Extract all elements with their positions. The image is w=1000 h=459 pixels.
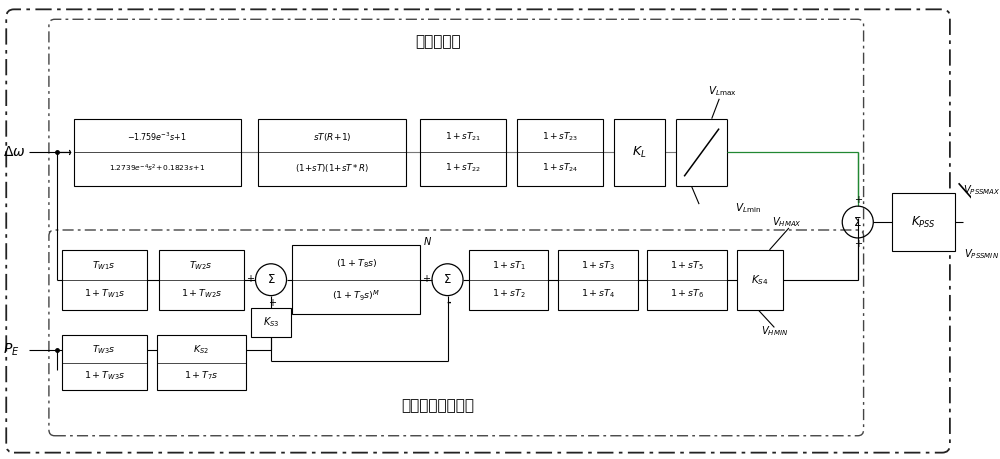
Text: $1+sT_{22}$: $1+sT_{22}$ [445, 162, 481, 174]
Text: +: + [854, 195, 862, 205]
FancyBboxPatch shape [62, 336, 147, 390]
Text: +: + [422, 274, 430, 284]
Text: $(1\!+\!sT)(1\!+\!sT*R)$: $(1\!+\!sT)(1\!+\!sT*R)$ [295, 162, 369, 174]
Text: $1+sT_{21}$: $1+sT_{21}$ [445, 131, 481, 143]
FancyBboxPatch shape [647, 250, 727, 309]
FancyBboxPatch shape [74, 119, 241, 186]
Text: $-1.759e^{-3}s\!+\!1$: $-1.759e^{-3}s\!+\!1$ [127, 131, 188, 143]
Text: $1+T_7 s$: $1+T_7 s$ [184, 369, 219, 381]
Text: $1+sT_3$: $1+sT_3$ [581, 260, 615, 272]
FancyBboxPatch shape [157, 336, 246, 390]
FancyBboxPatch shape [251, 308, 291, 337]
FancyBboxPatch shape [420, 119, 506, 186]
FancyBboxPatch shape [558, 250, 638, 309]
Text: $1+T_{W2}s$: $1+T_{W2}s$ [181, 287, 222, 300]
Text: $K_{PSS}$: $K_{PSS}$ [911, 214, 936, 230]
Text: $T_{W3}s$: $T_{W3}s$ [92, 344, 116, 356]
Text: $V_{HMAX}$: $V_{HMAX}$ [772, 215, 802, 229]
Text: $1+sT_5$: $1+sT_5$ [670, 260, 704, 272]
Text: $1+sT_6$: $1+sT_6$ [670, 287, 704, 300]
Text: +: + [268, 297, 276, 308]
Text: $(1+T_8 s)$: $(1+T_8 s)$ [336, 257, 377, 270]
Text: $1+T_{W3}s$: $1+T_{W3}s$ [84, 369, 125, 381]
Text: $K_{S2}$: $K_{S2}$ [193, 344, 209, 356]
Text: $1+sT_4$: $1+sT_4$ [581, 287, 615, 300]
Text: 加速功率积分分支: 加速功率积分分支 [401, 398, 474, 414]
Text: $K_{S4}$: $K_{S4}$ [751, 273, 769, 286]
Text: $N$: $N$ [423, 235, 432, 247]
Text: $V_{L\mathrm{max}}$: $V_{L\mathrm{max}}$ [708, 84, 736, 98]
Text: $K_{S3}$: $K_{S3}$ [263, 315, 279, 330]
Text: $\Sigma$: $\Sigma$ [267, 273, 275, 286]
Text: $\Delta\omega$: $\Delta\omega$ [3, 146, 26, 159]
Text: +: + [854, 239, 862, 249]
Text: $V_{PSSMAX}$: $V_{PSSMAX}$ [963, 183, 1000, 197]
FancyBboxPatch shape [49, 230, 864, 436]
Text: +: + [246, 274, 254, 284]
Text: $K_L$: $K_L$ [632, 145, 647, 160]
Text: $1+sT_{23}$: $1+sT_{23}$ [542, 131, 578, 143]
Text: $V_{HMIN}$: $V_{HMIN}$ [761, 325, 788, 338]
Text: $T_{W2}s$: $T_{W2}s$ [189, 260, 213, 272]
FancyBboxPatch shape [737, 250, 783, 309]
FancyBboxPatch shape [6, 9, 950, 453]
Text: $T_{W1}s$: $T_{W1}s$ [92, 260, 116, 272]
Text: $P_E$: $P_E$ [3, 342, 20, 358]
Text: $V_{PSSMIN}$: $V_{PSSMIN}$ [964, 247, 999, 261]
Text: -: - [446, 297, 451, 308]
Text: $(1+T_9 s)^M$: $(1+T_9 s)^M$ [332, 289, 380, 303]
Text: $1+sT_1$: $1+sT_1$ [492, 260, 526, 272]
FancyBboxPatch shape [517, 119, 603, 186]
FancyBboxPatch shape [469, 250, 548, 309]
FancyBboxPatch shape [159, 250, 244, 309]
Text: $1+sT_{24}$: $1+sT_{24}$ [542, 162, 578, 174]
FancyBboxPatch shape [258, 119, 406, 186]
FancyBboxPatch shape [62, 250, 147, 309]
Text: $\Sigma$: $\Sigma$ [853, 216, 862, 229]
Text: $1.2739e^{-4}s^2\!+\!0.1823s\!+\!1$: $1.2739e^{-4}s^2\!+\!0.1823s\!+\!1$ [109, 162, 206, 174]
Text: 超低频分支: 超低频分支 [415, 34, 461, 50]
FancyBboxPatch shape [892, 193, 955, 251]
Text: $sT(R\!+\!1)$: $sT(R\!+\!1)$ [313, 131, 351, 143]
FancyBboxPatch shape [49, 19, 864, 235]
Text: $V_{L\mathrm{min}}$: $V_{L\mathrm{min}}$ [735, 201, 761, 215]
Text: $\Sigma$: $\Sigma$ [443, 273, 452, 286]
Text: $1+T_{W1}s$: $1+T_{W1}s$ [84, 287, 125, 300]
FancyBboxPatch shape [292, 245, 420, 314]
FancyBboxPatch shape [614, 119, 665, 186]
Text: $1+sT_2$: $1+sT_2$ [492, 287, 526, 300]
